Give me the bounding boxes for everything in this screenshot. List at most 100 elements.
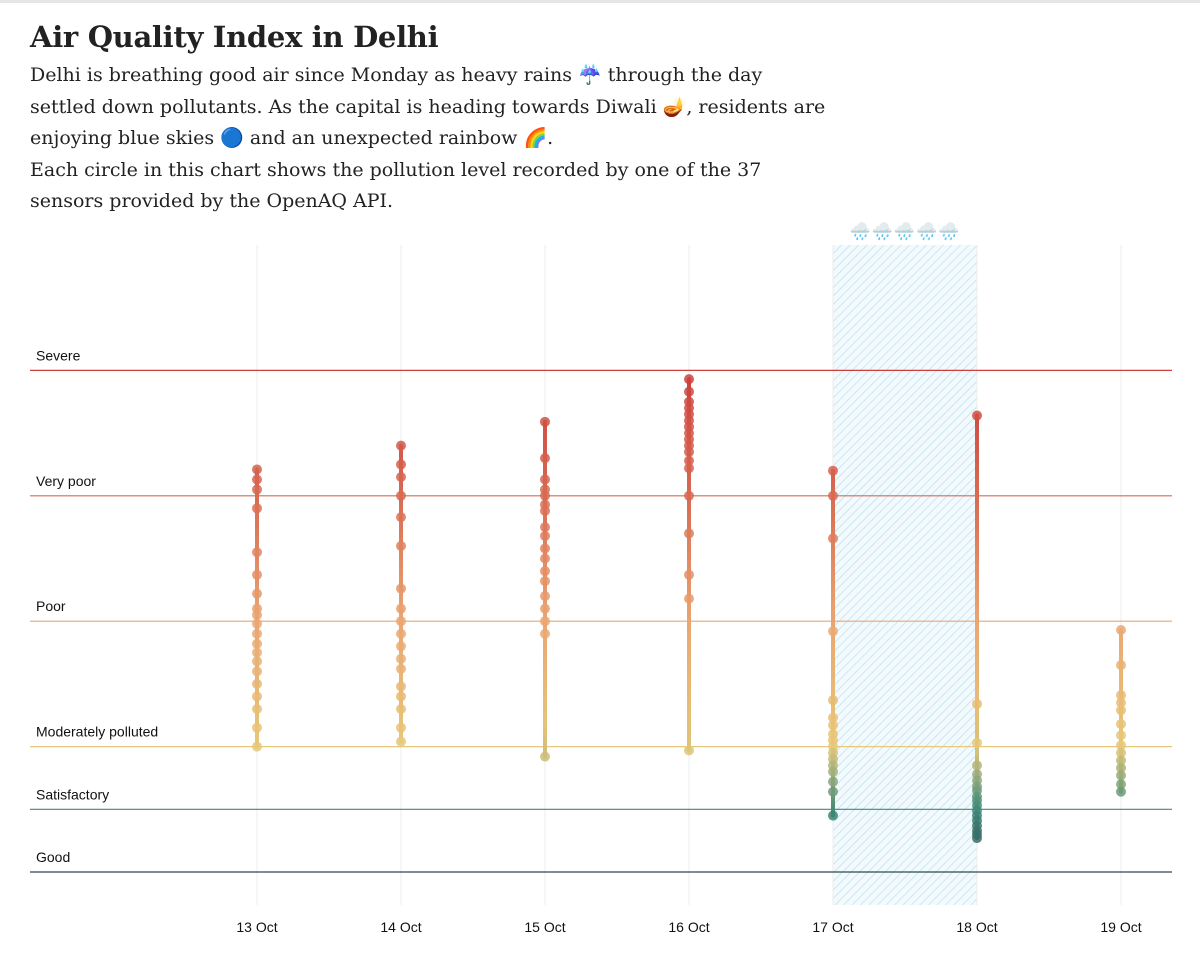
sensor-reading — [1116, 690, 1126, 701]
sensor-reading — [1116, 719, 1126, 730]
sensor-reading — [396, 681, 406, 692]
y-tick-label: Good — [36, 849, 70, 865]
sensor-reading — [396, 641, 406, 652]
sensor-reading — [252, 647, 262, 658]
sensor-reading — [1116, 730, 1126, 741]
sensor-reading — [396, 512, 406, 523]
sensor-reading — [684, 490, 694, 501]
sensor-reading — [1116, 786, 1126, 797]
y-tick-label: Satisfactory — [36, 786, 109, 802]
sensor-reading — [684, 374, 694, 385]
sensor-reading — [396, 736, 406, 747]
rain-annotation: 🌧️🌧️🌧️🌧️🌧️ — [850, 221, 961, 242]
sensor-reading — [252, 588, 262, 599]
sensor-reading — [828, 810, 838, 821]
sensor-reading — [540, 576, 550, 587]
sensor-reading — [828, 720, 838, 731]
sensor-reading — [252, 722, 262, 733]
sensor-reading — [396, 490, 406, 501]
sensor-reading — [684, 386, 694, 397]
sensor-reading — [396, 459, 406, 470]
x-tick-label: 16 Oct — [668, 919, 709, 935]
sensor-reading — [252, 691, 262, 702]
sensor-reading — [684, 463, 694, 474]
sensor-reading — [828, 776, 838, 787]
sensor-reading — [972, 737, 982, 748]
sensor-reading — [252, 547, 262, 558]
sensor-reading — [540, 474, 550, 485]
sensor-reading — [252, 464, 262, 475]
sensor-reading — [828, 786, 838, 797]
sensor-reading — [252, 638, 262, 649]
sensor-reading — [396, 663, 406, 674]
sensor-reading — [540, 591, 550, 602]
rain-period — [833, 245, 977, 905]
sensor-reading — [252, 678, 262, 689]
sensor-reading — [684, 455, 694, 466]
subtitle: Delhi is breathing good air since Monday… — [30, 64, 826, 149]
sensor-reading — [252, 474, 262, 485]
sensor-reading — [684, 569, 694, 580]
sensor-reading — [828, 465, 838, 476]
chart-title: Air Quality Index in Delhi — [30, 20, 439, 54]
x-tick-label: 19 Oct — [1100, 919, 1141, 935]
x-tick-label: 14 Oct — [380, 919, 421, 935]
sensor-reading — [684, 593, 694, 604]
sensor-reading — [972, 698, 982, 709]
sensor-reading — [540, 505, 550, 516]
sensor-reading — [1116, 660, 1126, 671]
sensor-reading — [1116, 770, 1126, 781]
sensor-reading — [252, 741, 262, 752]
sensor-reading — [252, 618, 262, 629]
sensor-reading — [540, 490, 550, 501]
sensor-reading — [828, 766, 838, 777]
sensor-reading — [396, 628, 406, 639]
x-tick-label: 15 Oct — [524, 919, 565, 935]
sensor-reading — [1116, 747, 1126, 758]
x-tick-label: 13 Oct — [236, 919, 277, 935]
sensor-reading — [972, 833, 982, 844]
sensor-reading — [252, 609, 262, 620]
sensor-reading — [828, 490, 838, 501]
sensor-reading — [252, 628, 262, 639]
sensor-reading — [252, 703, 262, 714]
sensor-reading — [972, 410, 982, 421]
sensor-reading — [1116, 755, 1126, 766]
sensor-reading — [396, 603, 406, 614]
sensor-reading — [540, 616, 550, 627]
sensor-reading — [684, 446, 694, 457]
sensor-reading — [1116, 779, 1126, 790]
sensor-reading — [252, 484, 262, 495]
x-tick-label: 18 Oct — [956, 919, 997, 935]
sensor-reading — [540, 553, 550, 564]
sensor-reading — [684, 528, 694, 539]
sensor-reading — [252, 569, 262, 580]
sensor-reading — [396, 616, 406, 627]
sensor-reading — [1116, 624, 1126, 635]
sensor-reading — [1116, 697, 1126, 708]
sensor-reading — [828, 626, 838, 637]
sensor-reading — [396, 691, 406, 702]
sensor-reading — [828, 695, 838, 706]
sensor-reading — [972, 760, 982, 771]
sensor-reading — [252, 666, 262, 677]
top-border — [0, 0, 1200, 3]
sensor-reading — [540, 603, 550, 614]
sensor-reading — [396, 703, 406, 714]
sensor-reading — [828, 712, 838, 723]
sensor-reading — [540, 522, 550, 533]
sensor-reading — [540, 751, 550, 762]
sensor-reading — [1116, 762, 1126, 773]
sensor-reading — [396, 440, 406, 451]
y-tick-label: Very poor — [36, 473, 96, 489]
sensor-reading — [540, 566, 550, 577]
sensor-reading — [396, 653, 406, 664]
sensor-reading — [540, 530, 550, 541]
x-tick-label: 17 Oct — [812, 919, 853, 935]
sensor-reading — [396, 583, 406, 594]
sensor-reading — [540, 628, 550, 639]
sensor-reading — [396, 540, 406, 551]
sensor-reading — [1116, 705, 1126, 716]
